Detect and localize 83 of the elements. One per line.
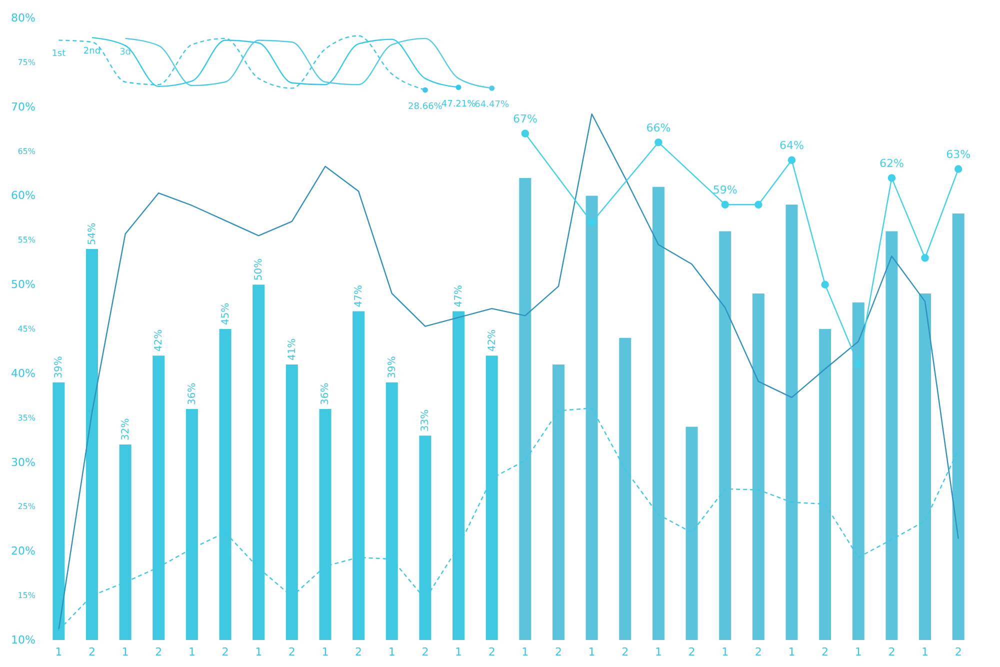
y-tick-label: 50%	[11, 278, 36, 292]
x-tick-label: 1	[55, 646, 62, 658]
data-label: 45%	[220, 302, 232, 325]
point	[654, 138, 662, 146]
data-label: 59%	[712, 184, 738, 197]
point	[721, 200, 729, 208]
point	[754, 200, 762, 208]
data-label: 66%	[646, 121, 671, 134]
data-label: 36%	[320, 382, 332, 405]
data-label: 67%	[512, 112, 538, 126]
annotation: 28.66%	[408, 102, 443, 112]
x-tick-label: 1	[588, 646, 596, 658]
y-tick-label: 75%	[18, 58, 36, 67]
x-tick-label: 1	[188, 646, 196, 658]
x-tick-label: 2	[155, 646, 162, 658]
y-tick-label: 25%	[18, 502, 36, 512]
point	[489, 85, 495, 91]
data-label: 42%	[486, 329, 498, 352]
point	[821, 280, 829, 288]
y-tick-label: 15%	[18, 591, 36, 600]
data-label: 54%	[86, 222, 98, 246]
data-label: 42%	[154, 329, 165, 352]
data-label: 62%	[879, 156, 904, 170]
series-label: 3d	[120, 47, 132, 58]
annotation: 47.21%	[441, 99, 476, 110]
data-label: 39%	[54, 356, 65, 378]
x-tick-label: 2	[954, 646, 962, 658]
x-tick-label: 2	[622, 646, 629, 658]
data-label: 36%	[186, 382, 198, 405]
x-tick-label: 2	[355, 646, 362, 658]
annotation: 64.47%	[474, 100, 510, 110]
x-tick-label: 2	[554, 646, 562, 658]
x-tick-label: 2	[888, 646, 896, 658]
y-tick-label: 20%	[11, 544, 36, 558]
point	[921, 254, 929, 262]
x-tick-label: 2	[222, 646, 229, 658]
x-tick-label: 1	[854, 646, 862, 658]
series-label: 1st	[52, 49, 66, 60]
x-tick-label: 2	[822, 646, 829, 658]
y-tick-label: 10%	[11, 634, 36, 646]
x-tick-label: 1	[788, 646, 796, 658]
data-label: 64%	[780, 139, 804, 152]
x-tick-label: 1	[322, 646, 329, 658]
y-tick-label: 80%	[11, 12, 36, 24]
x-tick-label: 1	[522, 646, 529, 658]
y-tick-label: 45%	[18, 324, 36, 334]
x-tick-label: 2	[88, 646, 96, 658]
x-tick-label: 2	[688, 646, 696, 658]
y-tick-label: 30%	[11, 456, 36, 469]
x-tick-label: 1	[255, 646, 262, 658]
x-tick-label: 1	[922, 646, 929, 658]
point	[456, 84, 462, 90]
data-label: 50%	[254, 258, 265, 281]
series-label: 2nd	[83, 46, 101, 57]
data-label: 47%	[454, 284, 465, 308]
x-tick-label: 1	[722, 646, 729, 658]
x-tick-label: 1	[455, 646, 462, 658]
x-tick-label: 1	[122, 646, 129, 658]
point	[788, 156, 796, 164]
y-tick-label: 40%	[11, 366, 36, 380]
point	[854, 360, 862, 368]
y-tick-label: 70%	[11, 100, 36, 114]
data-label: 39%	[386, 356, 398, 378]
y-tick-label: 55%	[18, 236, 36, 245]
data-label: 32%	[120, 418, 132, 441]
data-label: 47%	[354, 284, 365, 308]
data-label: 41%	[286, 338, 298, 361]
x-tick-label: 2	[488, 646, 496, 658]
y-tick-label: 60%	[11, 189, 36, 202]
point	[888, 174, 896, 182]
y-tick-label: 65%	[18, 146, 36, 156]
point	[422, 87, 428, 93]
data-label: 33%	[420, 409, 432, 432]
x-tick-label: 1	[654, 646, 662, 658]
x-tick-label: 2	[422, 646, 429, 658]
point	[954, 165, 962, 173]
point	[521, 130, 530, 138]
y-tick-label: 35%	[18, 413, 36, 422]
x-tick-label: 1	[388, 646, 396, 658]
data-label: 63%	[946, 148, 971, 162]
point	[588, 218, 596, 226]
x-tick-label: 2	[288, 646, 296, 658]
x-tick-label: 2	[754, 646, 762, 658]
